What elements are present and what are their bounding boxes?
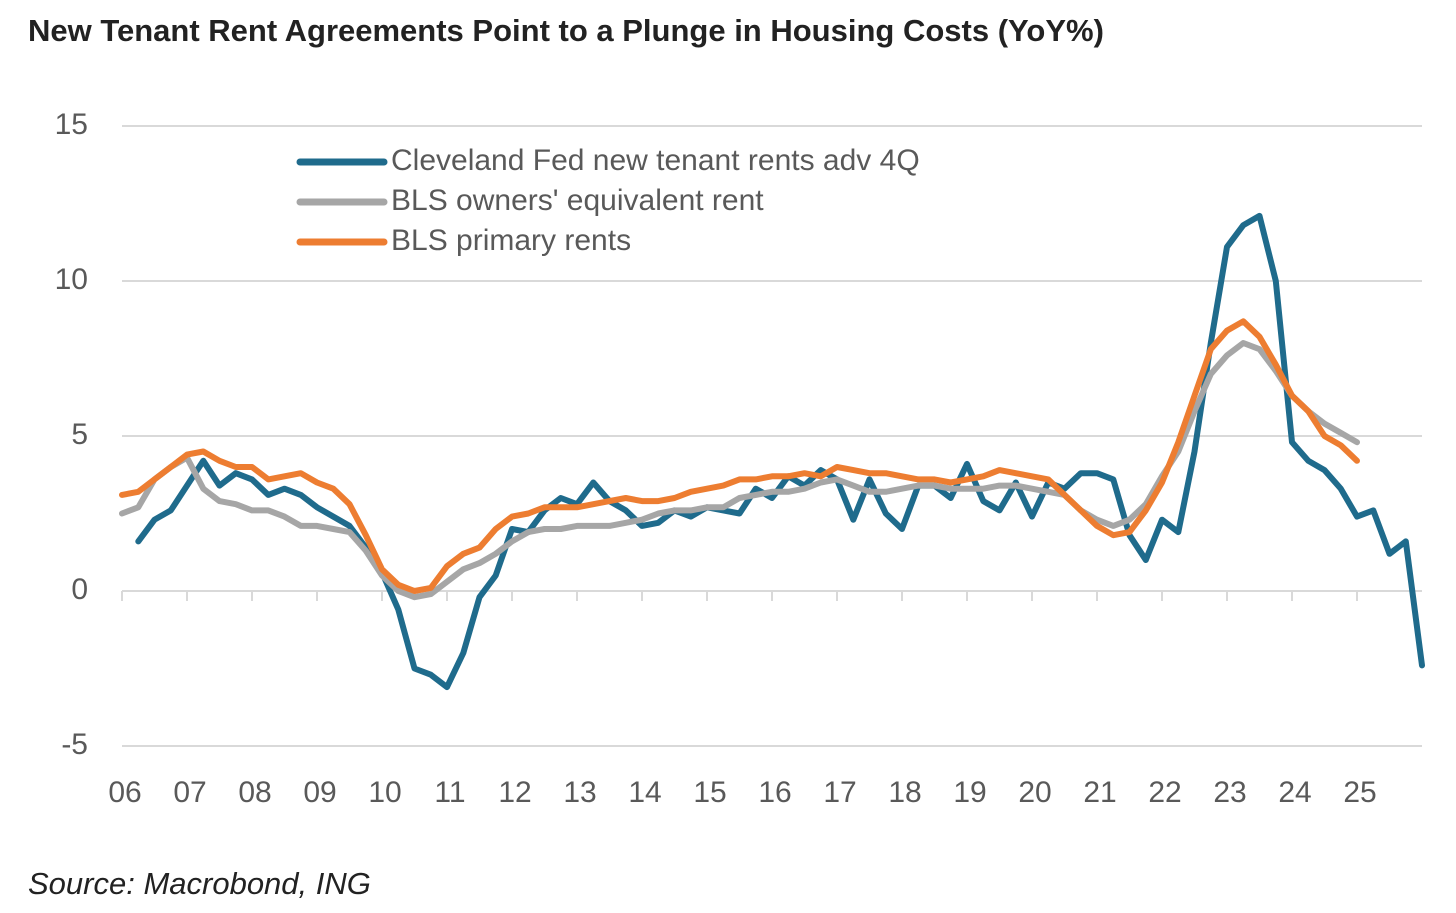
x-tick-label: 07 — [173, 776, 206, 809]
x-tick-label: 09 — [303, 776, 336, 809]
y-tick-label: 10 — [55, 263, 88, 296]
y-tick-label: 5 — [71, 418, 88, 451]
x-tick-label: 24 — [1278, 776, 1311, 809]
x-tick-label: 23 — [1213, 776, 1246, 809]
x-tick-label: 12 — [498, 776, 531, 809]
y-tick-label: 15 — [55, 108, 88, 141]
x-tick-label: 21 — [1083, 776, 1116, 809]
x-tick-label: 19 — [953, 776, 986, 809]
x-tick-label: 13 — [563, 776, 596, 809]
x-tick-label: 16 — [758, 776, 791, 809]
x-tick-label: 06 — [108, 776, 141, 809]
series-line — [119, 318, 1360, 594]
series-line — [119, 340, 1360, 601]
series-line — [135, 212, 1425, 691]
source-note: Source: Macrobond, ING — [28, 866, 371, 901]
x-tick-label: 25 — [1343, 776, 1376, 809]
x-tick-label: 17 — [823, 776, 856, 809]
chart-title: New Tenant Rent Agreements Point to a Pl… — [28, 13, 1104, 48]
x-tick-label: 22 — [1148, 776, 1181, 809]
x-tick-label: 15 — [693, 776, 726, 809]
x-tick-label: 20 — [1018, 776, 1051, 809]
x-tick-label: 10 — [368, 776, 401, 809]
x-tick-label: 14 — [628, 776, 661, 809]
legend-label: BLS owners' equivalent rent — [391, 184, 764, 217]
legend-label: Cleveland Fed new tenant rents adv 4Q — [391, 144, 920, 177]
y-tick-label: 0 — [71, 573, 88, 606]
legend-label: BLS primary rents — [391, 224, 631, 257]
x-tick-label: 18 — [888, 776, 921, 809]
x-tick-label: 08 — [238, 776, 271, 809]
y-tick-label: -5 — [61, 728, 88, 761]
x-tick-label: 11 — [434, 776, 465, 809]
